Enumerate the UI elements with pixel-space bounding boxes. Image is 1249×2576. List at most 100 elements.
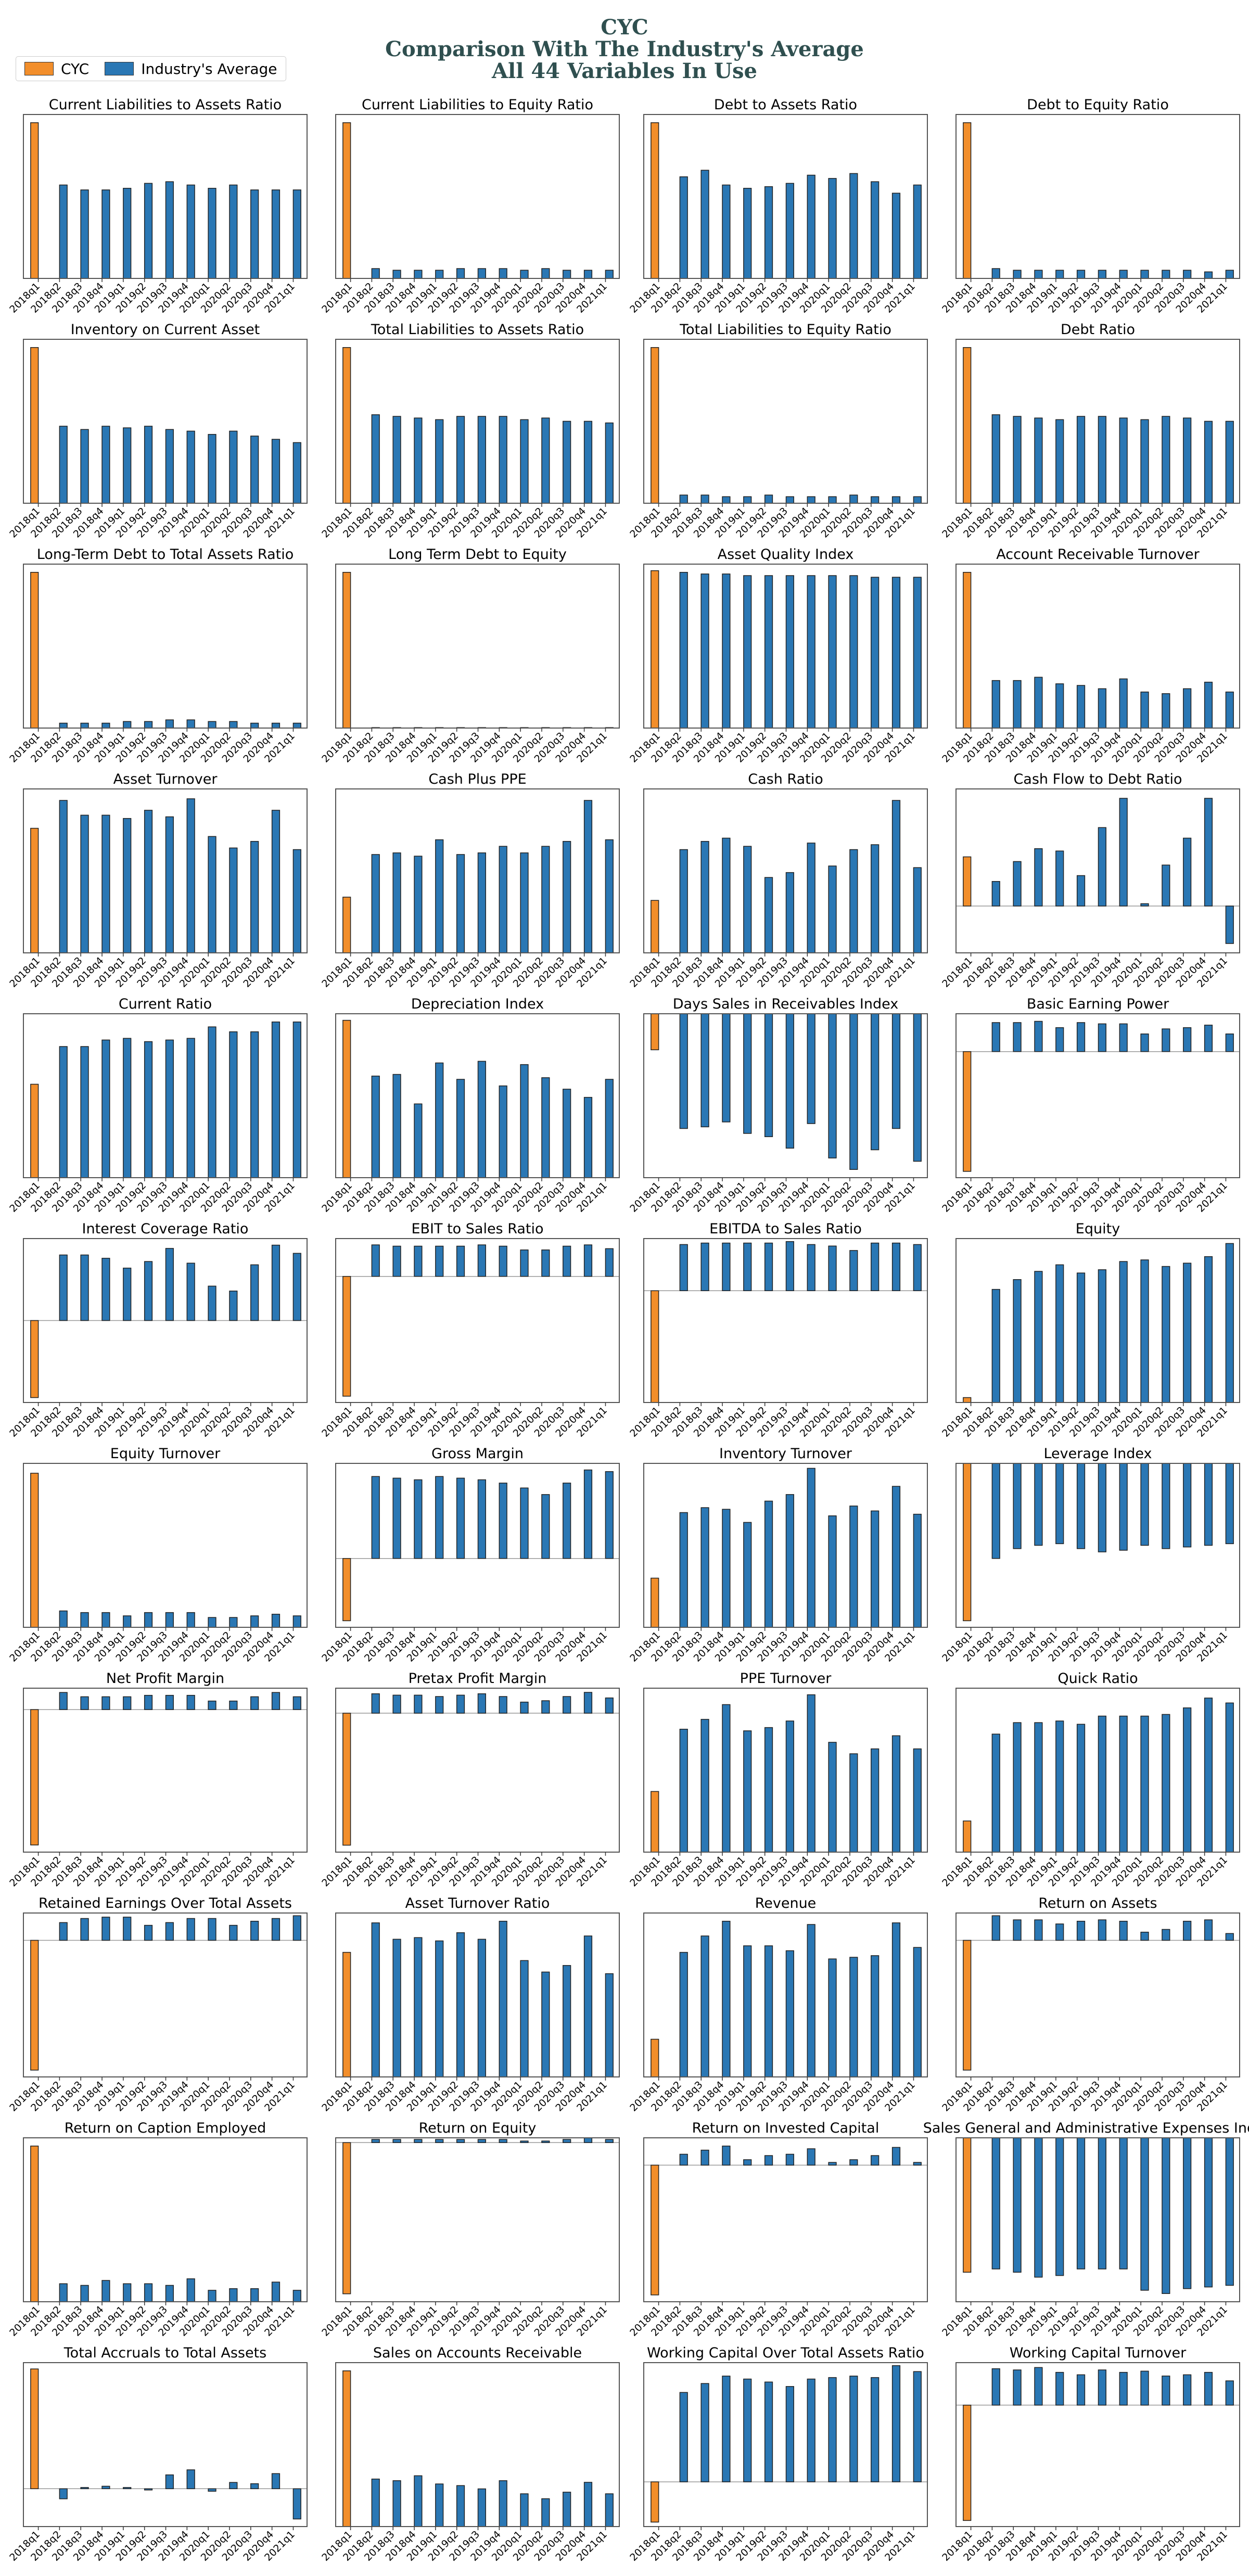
- bar-industry-2020q3: [563, 1696, 571, 1714]
- bar-industry-2019q4: [499, 2480, 507, 2527]
- chart-title: Sales on Accounts Receivable: [373, 2345, 582, 2361]
- bar-industry-2018q3: [392, 2139, 401, 2143]
- bar-industry-2019q4: [1119, 1463, 1128, 1551]
- bar-industry-2021q1: [913, 577, 922, 729]
- bar-industry-2019q1: [743, 1945, 752, 2077]
- chart-title: Days Sales in Receivables Index: [673, 996, 898, 1012]
- bar-industry-2018q2: [59, 1046, 68, 1178]
- bar-industry-2020q2: [1162, 270, 1170, 279]
- chart-title: Debt to Equity Ratio: [1027, 97, 1169, 113]
- bar-industry-2020q4: [891, 1013, 901, 1129]
- title-line-variables: All 44 Variables In Use: [491, 59, 758, 83]
- plot-frame: [955, 1238, 1240, 1403]
- bar-industry-2018q2: [371, 2478, 380, 2527]
- bar-industry-2019q3: [477, 852, 486, 953]
- bar-industry-2019q3: [785, 1720, 794, 1853]
- chart-depreciation-index: Depreciation Index2018q12018q22018q32018…: [320, 996, 620, 1215]
- bar-industry-2020q3: [871, 1510, 880, 1628]
- bar-industry-2020q3: [563, 420, 571, 504]
- bar-industry-2019q1: [123, 1696, 132, 1710]
- bar-industry-2018q3: [80, 1696, 89, 1710]
- bar-industry-2020q1: [208, 188, 216, 279]
- chart-cash-flow-to-debt-ratio: Cash Flow to Debt Ratio2018q12018q22018q…: [940, 771, 1240, 990]
- bar-industry-2019q2: [1076, 2374, 1086, 2406]
- plot-frame: [335, 114, 620, 279]
- bar-industry-2021q1: [605, 1471, 614, 1559]
- bar-industry-2019q2: [144, 426, 153, 504]
- bar-industry-2018q3: [1013, 1463, 1022, 1549]
- bar-industry-2018q4: [101, 2485, 110, 2490]
- bar-industry-2018q4: [1034, 1021, 1043, 1052]
- bar-industry-2019q2: [764, 494, 773, 504]
- bar-industry-2020q2: [849, 2376, 858, 2482]
- bar-industry-2019q3: [165, 2474, 174, 2490]
- bar-industry-2019q2: [764, 575, 773, 729]
- bar-industry-2020q1: [1140, 691, 1149, 729]
- bar-industry-2021q1: [913, 1013, 922, 1162]
- bar-industry-2021q1: [292, 1615, 301, 1628]
- bar-industry-2019q2: [456, 1079, 465, 1178]
- bar-industry-2020q4: [271, 1918, 281, 1941]
- bar-industry-2020q3: [250, 1696, 259, 1710]
- bar-industry-2019q1: [743, 1522, 752, 1628]
- bar-industry-2018q2: [991, 2368, 1000, 2406]
- figure-title: CYC Comparison With The Industry's Avera…: [0, 17, 1249, 82]
- bar-industry-2018q3: [392, 1694, 401, 1714]
- bar-industry-2020q3: [250, 722, 259, 729]
- bar-industry-2020q1: [1140, 903, 1149, 907]
- bar-industry-2018q2: [991, 2137, 1000, 2269]
- bar-cyc-2018q1: [30, 122, 39, 279]
- plot-frame: [335, 2137, 620, 2302]
- chart-asset-turnover: Asset Turnover2018q12018q22018q32018q420…: [7, 771, 308, 990]
- chart-title: Revenue: [755, 1895, 817, 1911]
- bar-industry-2018q4: [414, 270, 423, 279]
- chart-gross-margin: Gross Margin2018q12018q22018q32018q42019…: [320, 1446, 620, 1664]
- bar-industry-2018q3: [700, 170, 709, 279]
- bar-industry-2020q2: [229, 2482, 238, 2490]
- bar-industry-2020q2: [541, 2498, 550, 2527]
- bar-industry-2020q4: [271, 189, 281, 279]
- bar-industry-2019q4: [807, 1924, 815, 2077]
- bar-industry-2019q1: [1055, 1264, 1064, 1403]
- chart-title: Leverage Index: [1043, 1446, 1152, 1462]
- bar-industry-2019q1: [1055, 419, 1064, 504]
- bar-industry-2020q4: [1204, 1025, 1213, 1052]
- bar-industry-2020q1: [208, 1026, 216, 1178]
- chart-title: Working Capital Turnover: [1010, 2345, 1187, 2361]
- bar-industry-2020q3: [563, 1965, 571, 2077]
- bar-industry-2018q4: [722, 1013, 731, 1123]
- bar-industry-2018q4: [414, 1103, 423, 1178]
- bar-industry-2019q4: [186, 430, 195, 504]
- bar-industry-2021q1: [605, 1973, 614, 2077]
- bar-industry-2020q4: [1204, 798, 1213, 907]
- bar-cyc-2018q1: [342, 1558, 351, 1622]
- bar-industry-2018q3: [392, 1477, 401, 1559]
- bar-cyc-2018q1: [963, 1051, 972, 1172]
- bar-industry-2018q2: [371, 1476, 380, 1559]
- bar-industry-2019q2: [1076, 1921, 1086, 1941]
- bar-industry-2018q4: [414, 2139, 423, 2143]
- bar-industry-2019q2: [144, 2488, 153, 2491]
- bar-industry-2019q1: [123, 1615, 132, 1628]
- bar-industry-2019q1: [743, 188, 752, 279]
- bar-industry-2021q1: [1225, 1702, 1234, 1853]
- chart-total-accruals-to-total-assets: Total Accruals to Total Assets2018q12018…: [7, 2345, 308, 2564]
- bar-industry-2020q2: [1162, 1714, 1170, 1853]
- bar-industry-2019q3: [477, 1061, 486, 1178]
- bar-industry-2020q2: [1162, 2375, 1170, 2406]
- bar-industry-2019q2: [1076, 685, 1086, 729]
- bar-industry-2020q2: [849, 1506, 858, 1628]
- bar-industry-2018q4: [722, 2376, 731, 2482]
- bar-industry-2018q4: [101, 814, 110, 953]
- bar-industry-2020q2: [541, 1700, 550, 1714]
- plot-frame: [335, 1013, 620, 1178]
- bar-industry-2018q3: [700, 1013, 709, 1128]
- plot-frame: [23, 1688, 308, 1853]
- bar-industry-2018q2: [59, 2283, 68, 2302]
- bar-industry-2018q2: [679, 572, 688, 729]
- chart-title: Net Profit Margin: [106, 1670, 224, 1687]
- bar-cyc-2018q1: [651, 1791, 659, 1853]
- bar-industry-2020q2: [849, 173, 858, 279]
- bar-industry-2019q2: [144, 1261, 153, 1321]
- chart-title: Cash Plus PPE: [428, 771, 526, 787]
